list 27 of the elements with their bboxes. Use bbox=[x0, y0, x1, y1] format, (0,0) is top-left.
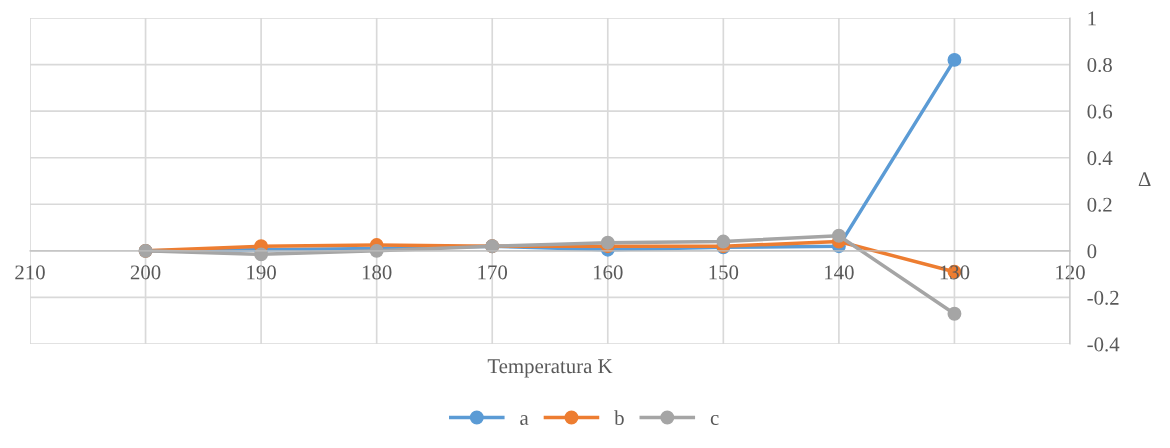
point bbox=[716, 234, 731, 249]
x-tick-label: 200 bbox=[130, 265, 161, 280]
x-tick-label: 210 bbox=[15, 265, 45, 280]
point bbox=[947, 52, 962, 67]
y-tick-label: -0.2 bbox=[1087, 290, 1119, 305]
x-tick-label: 170 bbox=[478, 265, 508, 280]
legend-label: a bbox=[520, 415, 529, 426]
y-tick-label: -0.4 bbox=[1087, 337, 1120, 352]
x-tick-label: 150 bbox=[709, 265, 739, 280]
x-tick-label: 180 bbox=[362, 265, 392, 280]
y-axis-title: Δ bbox=[1138, 172, 1151, 187]
x-tick-label: 190 bbox=[247, 265, 276, 280]
x-axis-title: Temperatura K bbox=[487, 359, 613, 378]
y-tick-label: 0.4 bbox=[1087, 151, 1113, 166]
x-tick-label: 160 bbox=[593, 265, 623, 280]
y-tick-label: 0 bbox=[1087, 244, 1097, 259]
legend-label: c bbox=[710, 415, 719, 426]
y-tick-label: 0.8 bbox=[1087, 57, 1112, 73]
point bbox=[831, 228, 846, 243]
y-tick-label: 1 bbox=[1088, 11, 1096, 26]
point bbox=[600, 235, 615, 250]
x-tick-label: 120 bbox=[1056, 265, 1085, 280]
y-tick-label: 0.2 bbox=[1087, 197, 1112, 212]
y-tick-label: 0.6 bbox=[1087, 104, 1113, 119]
point bbox=[947, 306, 962, 321]
legend-label: b bbox=[614, 410, 624, 426]
x-tick-label: 140 bbox=[825, 265, 854, 280]
